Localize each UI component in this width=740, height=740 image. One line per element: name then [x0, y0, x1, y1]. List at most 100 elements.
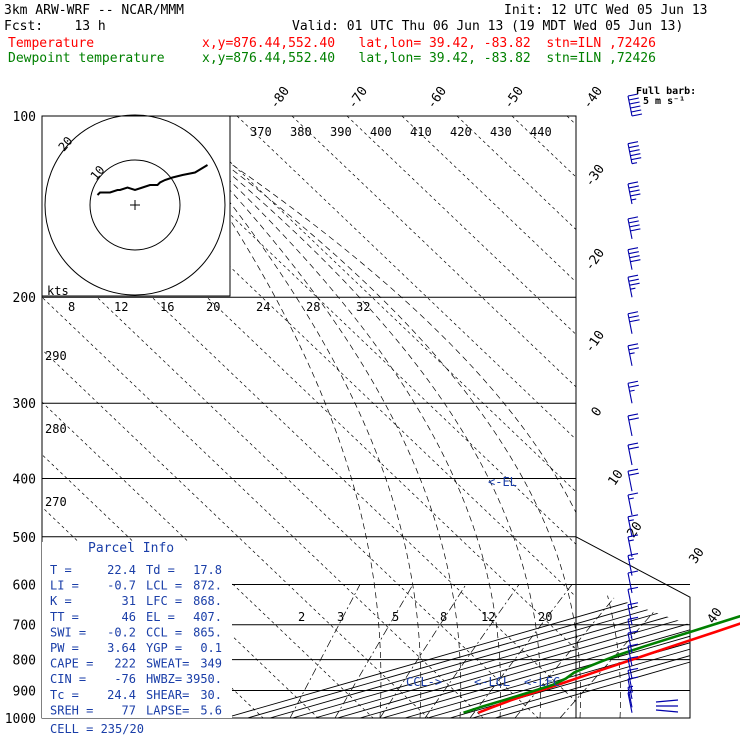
pressure-label-1000: 1000 — [5, 712, 36, 727]
wind-barb — [627, 380, 639, 404]
speed-label: 24 — [256, 300, 270, 314]
barb-legend-units: 5 m s⁻¹ — [643, 96, 685, 107]
parcel-key: SWEAT= — [146, 657, 189, 671]
wind-barb — [627, 468, 639, 492]
wind-barb-staff — [627, 415, 633, 437]
wind-barb-half — [627, 685, 634, 688]
wind-barb-flag — [629, 189, 640, 193]
wind-barb-flag — [631, 157, 642, 161]
parcel-key: SWI = — [50, 625, 86, 639]
wind-barb-flag — [628, 446, 639, 450]
wind-barb-half — [629, 352, 635, 355]
wind-barb-flag — [627, 534, 639, 538]
temperature-profile — [477, 622, 740, 714]
wind-barb-flag — [628, 417, 639, 421]
pressure-label-300: 300 — [13, 397, 36, 412]
parcel-value: 868. — [193, 594, 222, 608]
parcel-key: T = — [50, 563, 72, 577]
mixing-ratio-label: 20 — [538, 610, 552, 624]
parcel-key: Td = — [146, 563, 175, 577]
wind-barb-flag — [629, 224, 640, 228]
parcel-key: HWBZ= — [146, 672, 182, 686]
isotherm-label: -20 — [582, 246, 608, 274]
model-title: 3km ARW-WRF -- NCAR/MMM — [4, 3, 185, 18]
wind-barb-staff — [627, 95, 633, 117]
temperature-legend-label: Temperature — [8, 36, 95, 51]
wind-barb-staff — [627, 678, 633, 700]
wind-barb — [627, 247, 641, 270]
hodograph-trace — [96, 164, 209, 196]
speed-label: 28 — [306, 300, 320, 314]
wind-barb-staff — [627, 143, 633, 164]
parcel-panel-bg — [42, 541, 232, 718]
wind-barb-flag — [631, 109, 642, 113]
parcel-value: 3.64 — [107, 641, 136, 655]
pressure-label-500: 500 — [13, 531, 36, 546]
wind-barb-flag — [628, 347, 639, 351]
parcel-key: LAPSE= — [146, 703, 189, 717]
parcel-value: 349 — [200, 657, 222, 671]
wind-barb-flag — [630, 105, 641, 109]
chart-annotations: <-EL CCL-> <-LCL <-LFC — [406, 475, 560, 689]
surface-wind-arrow — [655, 699, 679, 703]
wind-barb-flag — [627, 343, 639, 347]
wind-barb-staff — [627, 604, 633, 625]
parcel-key: LFC = — [146, 594, 182, 608]
isotherm--80 — [224, 116, 690, 718]
isotherm--40 — [314, 116, 690, 718]
wind-barb-flag — [627, 667, 639, 671]
theta-side-label: 280 — [45, 422, 67, 436]
wind-barb — [627, 676, 639, 700]
surface-wind-arrow — [655, 709, 679, 713]
mixing-ratio-label: 8 — [440, 610, 447, 624]
wind-barb-flag — [629, 255, 640, 259]
speed-label: 12 — [114, 300, 128, 314]
wind-barb-flag — [627, 514, 639, 518]
mixing-ratio-label: 2 — [298, 610, 305, 624]
dewpoint-location: x,y=876.44,552.40 lat,lon= 39.42, -83.82… — [202, 51, 656, 66]
wind-barb-staff — [627, 345, 633, 366]
parcel-value: 31 — [122, 594, 136, 608]
barb-legend-title: Full barb: — [636, 86, 696, 97]
parcel-title: Parcel Info — [88, 541, 174, 556]
isotherm--50 — [292, 116, 690, 718]
theta-label: 440 — [530, 125, 552, 139]
wind-barb-flag — [627, 656, 639, 660]
wind-barb-flag — [627, 586, 639, 590]
wind-barb-flag — [631, 113, 643, 117]
dewpoint-legend-label: Dewpoint temperature — [8, 51, 165, 66]
parcel-value: 872. — [193, 579, 222, 593]
parcel-value: 3950. — [186, 672, 222, 686]
wind-barb-flag — [627, 643, 639, 647]
parcel-value: -0.2 — [107, 625, 136, 639]
mixing-ratio-line — [424, 584, 520, 718]
wind-barb-staff — [627, 632, 633, 654]
wind-barb-flag — [627, 380, 639, 384]
wind-barb — [627, 534, 639, 558]
mixing-ratio-line — [379, 584, 467, 718]
dewpoint-profile — [463, 614, 740, 714]
parcel-value: 24.4 — [107, 688, 136, 702]
wind-barb-staff — [627, 619, 633, 640]
wind-barb-half — [627, 691, 634, 694]
wind-barb-flag — [627, 274, 639, 278]
mixing-ratio-line — [334, 584, 414, 718]
dry-adiabat — [0, 116, 7, 736]
wind-barb-flag — [627, 216, 639, 220]
wind-barb — [627, 656, 639, 679]
parcel-key: K = — [50, 594, 72, 608]
wind-barb-half — [628, 558, 634, 561]
wind-barb-flag — [628, 145, 639, 149]
speed-label: 20 — [206, 300, 220, 314]
parcel-value: 222 — [114, 657, 136, 671]
wind-barb-flag — [629, 319, 640, 323]
wind-barb-flag — [628, 315, 639, 319]
dry-adiabat — [291, 116, 576, 388]
parcel-value: 17.8 — [193, 563, 222, 577]
wind-barb-flag — [628, 97, 639, 101]
wind-barb-flag — [627, 602, 639, 606]
parcel-key: CIN = — [50, 672, 86, 686]
isotherm-label: -30 — [582, 162, 608, 190]
